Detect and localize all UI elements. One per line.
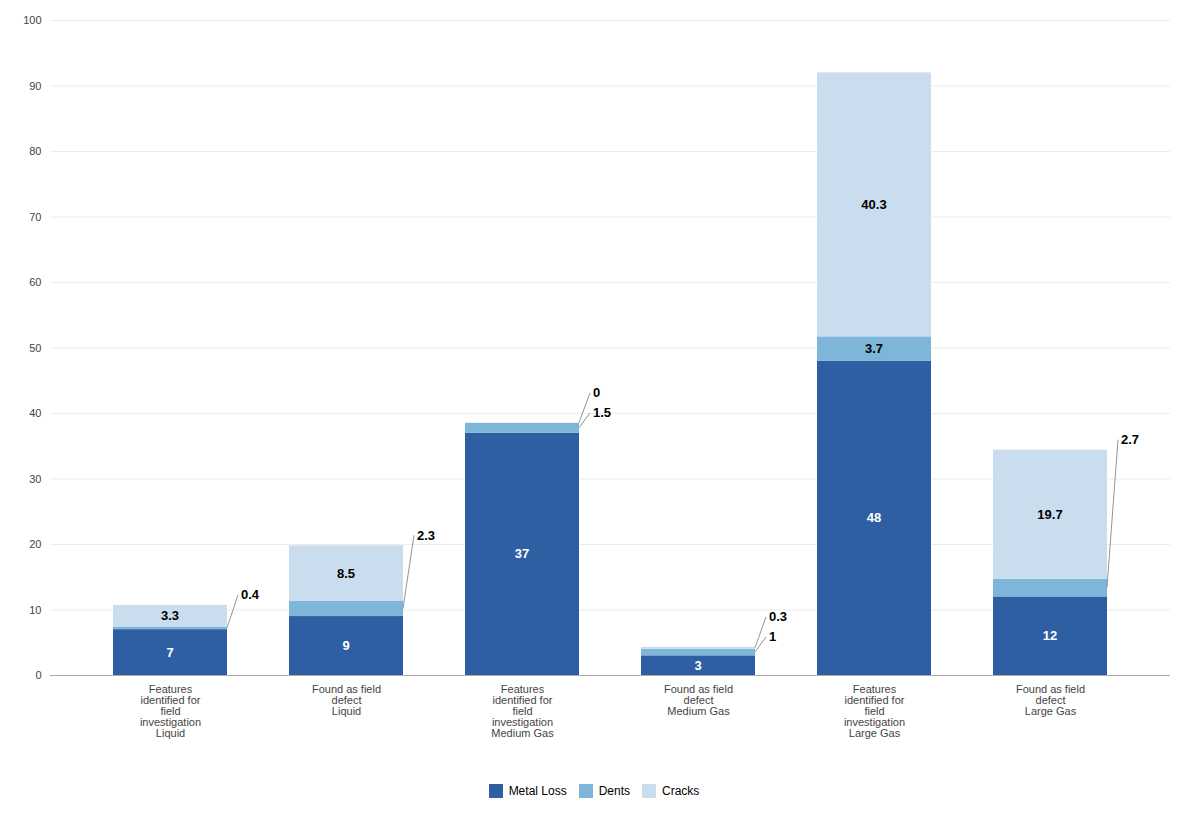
svg-text:2.7: 2.7	[1121, 432, 1139, 447]
svg-text:Found as fielddefectLiquid: Found as fielddefectLiquid	[312, 683, 381, 717]
svg-text:9: 9	[342, 638, 349, 653]
svg-text:1.5: 1.5	[593, 405, 611, 420]
svg-text:0.4: 0.4	[241, 587, 260, 602]
svg-text:0: 0	[593, 385, 600, 400]
svg-text:80: 80	[29, 145, 41, 157]
svg-text:3: 3	[694, 658, 701, 673]
svg-text:10: 10	[29, 604, 41, 616]
svg-text:100: 100	[23, 14, 41, 26]
svg-text:70: 70	[29, 211, 41, 223]
svg-text:90: 90	[29, 80, 41, 92]
svg-text:20: 20	[29, 538, 41, 550]
html-text:Cracks: Cracks	[662, 783, 700, 798]
svg-text:Featuresidentified forfieldinv: Featuresidentified forfieldinvestigation…	[491, 683, 554, 739]
svg-text:19.7: 19.7	[1037, 507, 1062, 522]
svg-text:40.3: 40.3	[861, 197, 886, 212]
svg-text:3.7: 3.7	[865, 341, 883, 356]
html-text:Dents: Dents	[598, 783, 630, 798]
svg-text:7: 7	[166, 645, 173, 660]
svg-text:Found as fielddefectMedium Gas: Found as fielddefectMedium Gas	[664, 683, 733, 717]
svg-text:Featuresidentified forfieldinv: Featuresidentified forfieldinvestigation…	[140, 683, 201, 739]
svg-text:1: 1	[769, 629, 776, 644]
svg-text:50: 50	[29, 342, 41, 354]
svg-text:60: 60	[29, 276, 41, 288]
svg-text:2.3: 2.3	[417, 528, 435, 543]
html-text:Metal Loss: Metal Loss	[508, 783, 567, 798]
svg-text:3.3: 3.3	[161, 608, 179, 623]
svg-text:12: 12	[1043, 628, 1057, 643]
svg-text:48: 48	[867, 510, 881, 525]
svg-text:0.3: 0.3	[769, 609, 787, 624]
svg-text:37: 37	[515, 546, 529, 561]
svg-text:8.5: 8.5	[337, 566, 355, 581]
svg-text:Featuresidentified forfieldinv: Featuresidentified forfieldinvestigation…	[844, 683, 905, 739]
svg-text:30: 30	[29, 473, 41, 485]
svg-text:0: 0	[35, 669, 41, 681]
svg-text:40: 40	[29, 407, 41, 419]
svg-text:Found as fielddefectLarge Gas: Found as fielddefectLarge Gas	[1016, 683, 1085, 717]
